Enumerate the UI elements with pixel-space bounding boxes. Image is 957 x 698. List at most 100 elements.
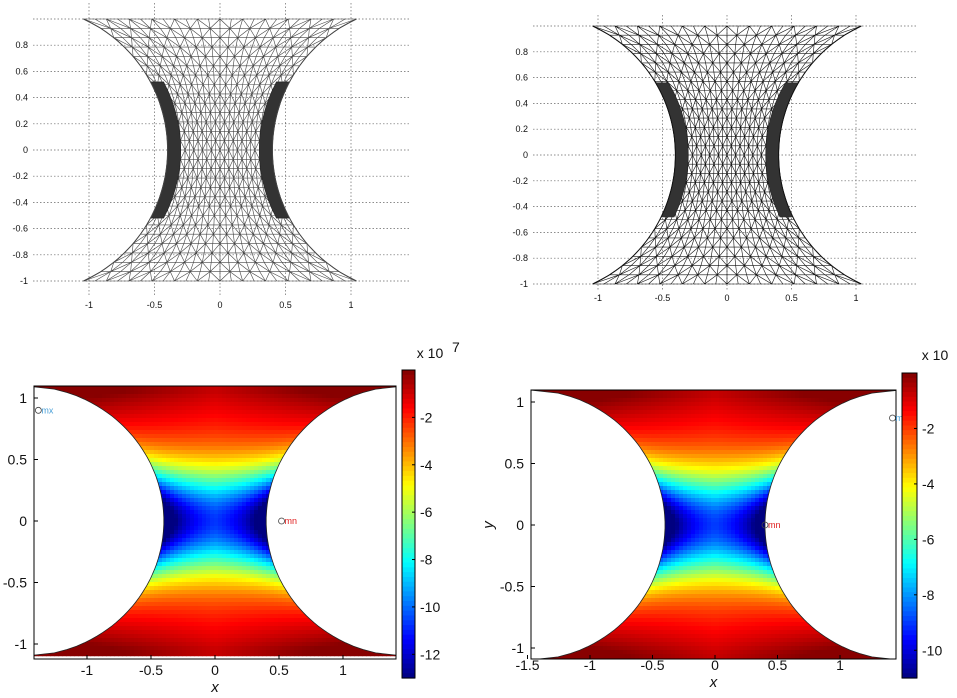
y-tick-label: -0.2 [12,171,28,181]
x-tick-label: -1 [584,657,597,673]
y-tick-label: -0.8 [12,250,28,260]
mesh-elements [83,18,357,282]
hole-outline-right [265,386,396,656]
y-tick-label: 0.5 [505,456,525,472]
stress-field [531,390,896,659]
marker-label: mn [285,516,298,526]
colorbar-tick-label: -2 [420,409,433,425]
y-tick-label: 0.6 [15,66,28,76]
y-tick-label: -0.4 [512,202,528,212]
colorbar-tick-label: -10 [922,642,942,658]
shaded-elements-left [150,81,182,219]
x-tick-label: -1 [81,662,94,678]
colorbar-tick-label: -12 [420,646,440,662]
colorbar: -2 -4 -6 -8 -10 -12 x 10 7 [401,339,460,679]
colorbar-tick-label: -6 [420,504,433,520]
marker-label: mx [41,405,53,415]
y-tick-label: 0.2 [515,124,528,134]
x-tick-label: 0.5 [785,293,798,303]
colorbar-exponent: x 10 [417,345,444,361]
x-tick-label: -0.5 [147,300,163,310]
boundary-arc-right [778,25,862,285]
marker-label: mn [768,520,781,530]
colorbar-frame [401,369,416,679]
x-tick-label: -1 [594,293,602,303]
y-tick-label: 0.5 [8,452,28,468]
marker-circle [761,521,769,529]
x-tick-label: 0.5 [279,300,292,310]
boundary-arc-left [83,18,169,282]
x-tick-label: -1 [85,300,93,310]
y-tick-label: 0.2 [15,119,28,129]
x-tick-label: 0 [711,657,719,673]
y-tick-label: 0.8 [15,40,28,50]
y-tick-label: -0.5 [3,575,27,591]
y-tick-label: 1 [19,390,27,406]
x-tick-label: 1 [853,293,858,303]
marker-circle [889,414,896,422]
colorbar-tick-label: -10 [420,599,440,615]
y-tick-label: -1 [520,279,528,289]
mesh-lines [83,18,357,282]
y-tick-label: -1 [512,640,525,656]
colorbar-tick-label: -4 [922,476,935,492]
hole-outline-left [531,390,666,659]
colorbar-exponent-power: 7 [452,339,460,355]
stress-field [34,386,396,657]
x-tick-label: 1 [348,300,353,310]
x-tick-label: 0.5 [269,662,289,678]
y-tick-label: 0.8 [515,47,528,57]
y-tick-label: 0 [19,513,27,529]
y-tick-label: 0 [516,517,524,533]
colorbar-tick-label: -4 [420,457,433,473]
x-tick-label: 0.5 [768,657,788,673]
hole-outline-right [764,390,896,659]
marker-circle [34,406,42,414]
x-tick-label: -0.5 [640,657,664,673]
y-tick-label: 0 [23,145,28,155]
colorbar-exponent: x 10 [922,347,949,363]
y-tick-label: -0.8 [512,253,528,263]
colorbar-tick-label: -8 [922,587,935,603]
x-tick-label: -0.5 [139,662,163,678]
x-tick-label: 0 [211,662,219,678]
marker-circle [278,517,285,525]
heatmap-panel-bottom-left: mx mn -1 -0.5 0 0.5 1 1 0.5 0 -0.5 -1 x -2 -4 -6 -8 -10 -1… [3,339,460,696]
y-tick-label: -0.5 [500,579,524,595]
y-axis-label: y [480,520,497,530]
colorbar-tick-label: -8 [420,552,433,568]
mesh-panel-top-right: -1 -0.5 0 0.5 1 0.8 0.6 0.4 0.2 0 -0.2 -0.4 -0.6 -0.8… [512,15,916,303]
boundary-arc-right [271,18,357,282]
x-axis-label: x [709,674,718,691]
x-axis-label: x [210,679,219,696]
y-tick-label: -1 [15,636,28,652]
colorbar: -2-4-6-8-10x 107 [901,347,949,679]
x-tick-label: 1 [339,662,347,678]
x-tick-label: -1.5 [515,657,539,673]
y-tick-label: -0.6 [512,227,528,237]
grid-lines [533,15,916,290]
colorbar-tick-label: -6 [922,531,935,547]
y-tick-label: 0.4 [515,98,528,108]
y-tick-label: 0 [523,150,528,160]
boundary-arc-left [592,25,676,285]
mesh-panel-top-left: -1 -0.5 0 0.5 1 0.8 0.6 0.4 0.2 0 -0.2 -0.4 -0.6 -0.8… [12,3,410,310]
x-tick-label: -0.5 [655,293,671,303]
hole-outline-left [34,386,165,656]
shaded-elements-right [258,81,290,219]
y-tick-label: 0.6 [515,73,528,83]
y-tick-label: -0.4 [12,197,28,207]
mesh-elements [592,25,862,285]
x-tick-label: 0 [217,300,222,310]
x-tick-label: 0 [724,293,729,303]
y-tick-label: -0.2 [512,176,528,186]
colorbar-frame [901,372,918,679]
x-tick-label: 1 [836,657,844,673]
mesh-lines [592,25,862,285]
y-tick-label: -1 [20,276,28,286]
y-tick-label: -0.6 [12,224,28,234]
y-tick-label: 1 [516,394,524,410]
y-tick-label: 0.4 [15,93,28,103]
